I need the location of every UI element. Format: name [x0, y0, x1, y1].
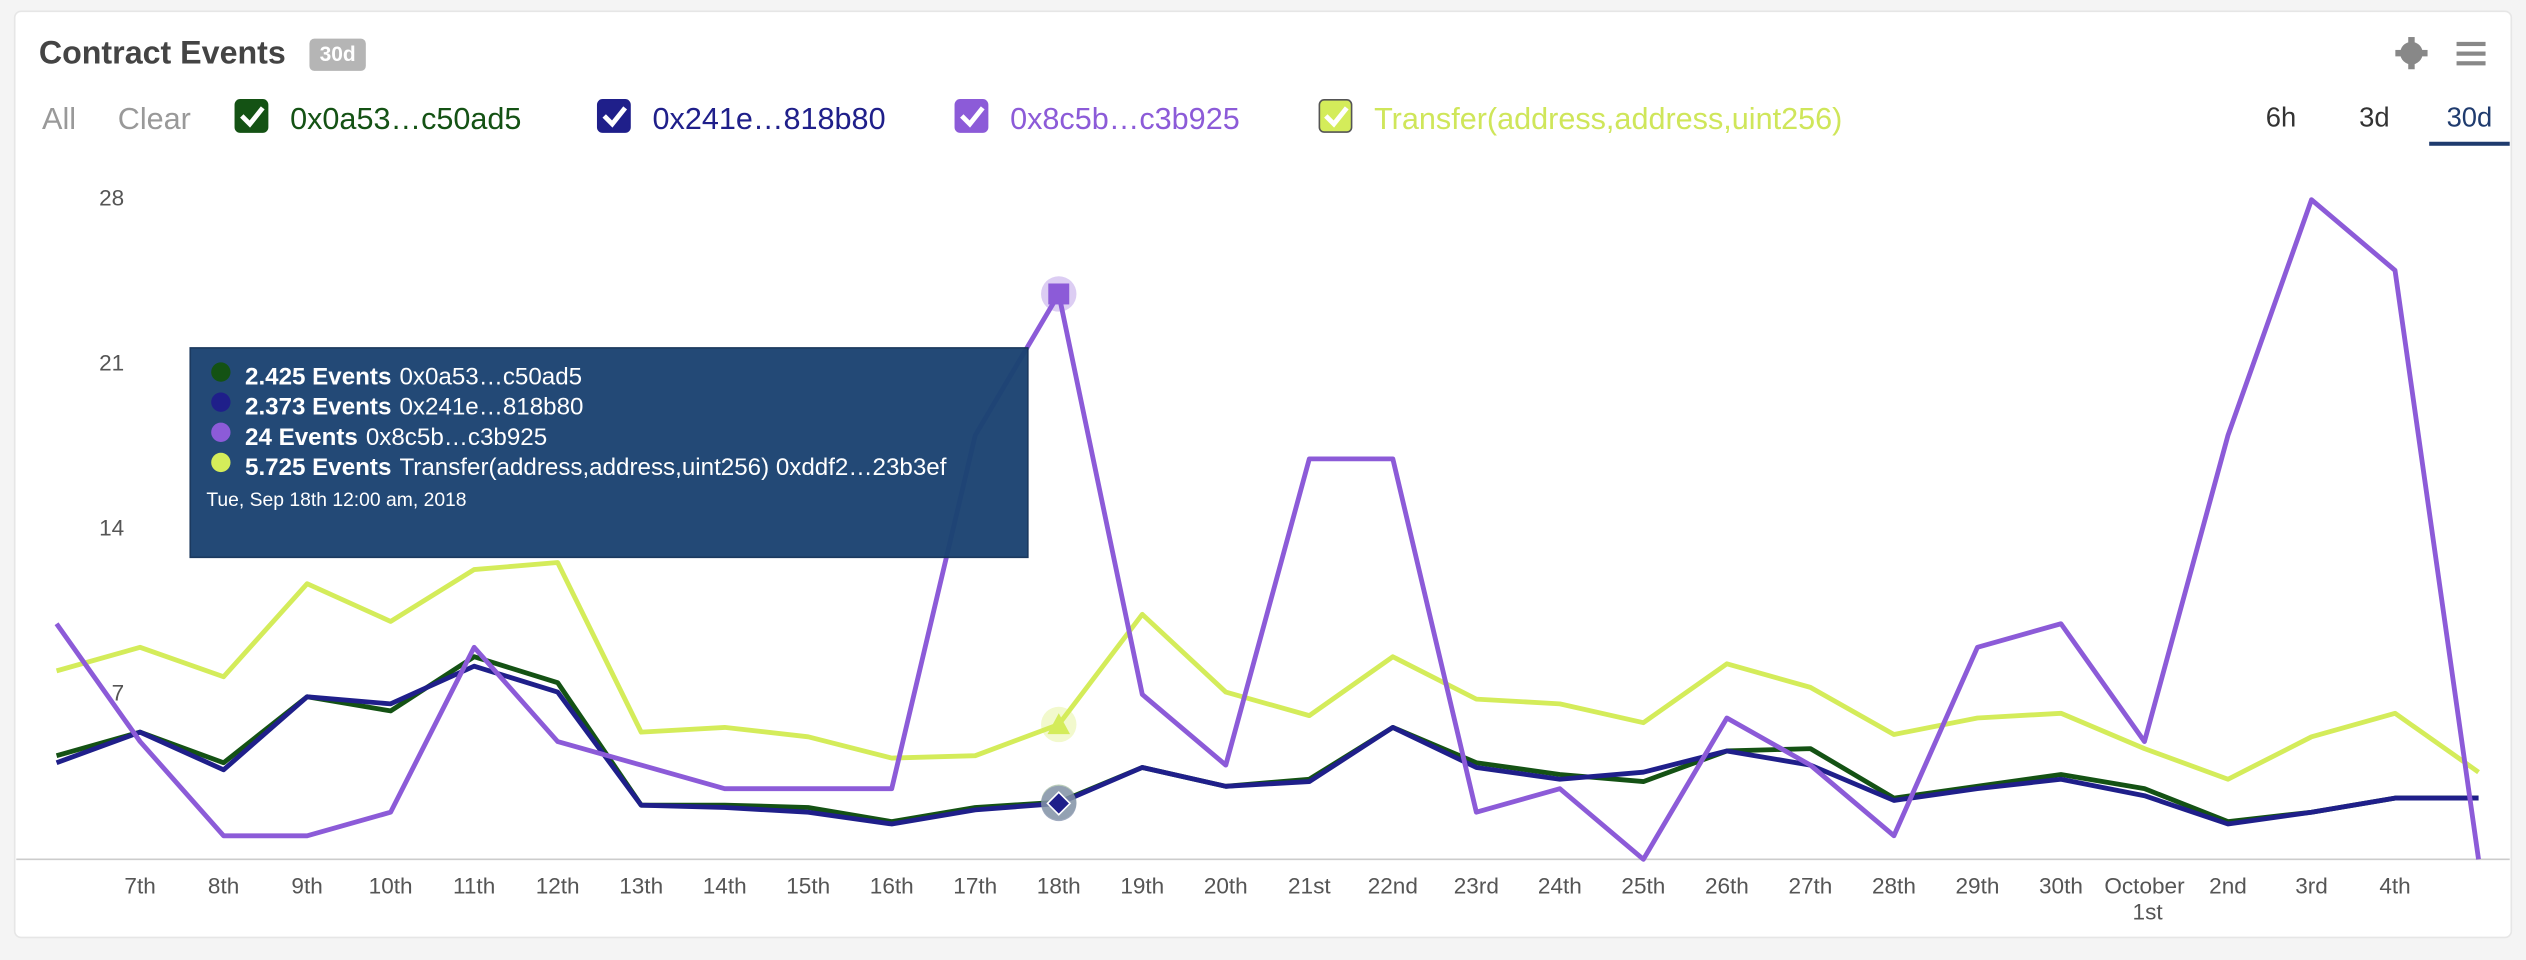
- badge: 30d: [320, 43, 356, 66]
- series-line: [55, 560, 2480, 782]
- legend-label[interactable]: 0x241e…818b80: [653, 102, 886, 136]
- x-tick-label: 20th: [1204, 873, 1248, 898]
- tooltip-date: Tue, Sep 18th 12:00 am, 2018: [206, 490, 466, 511]
- legend-label[interactable]: Transfer(address,address,uint256): [1374, 102, 1842, 136]
- x-tick-label: 3rd: [2295, 873, 2328, 898]
- x-tick-label: 9th: [291, 873, 322, 898]
- x-tick-label: 29th: [1955, 873, 1999, 898]
- tooltip-bullet: [211, 422, 231, 442]
- x-tick-label: 18th: [1037, 873, 1081, 898]
- x-tick-label: 2nd: [2209, 873, 2247, 898]
- tooltip-bullet: [211, 392, 231, 412]
- tooltip-bullet: [211, 452, 231, 473]
- x-tick-label: 28th: [1872, 873, 1916, 898]
- legend-item[interactable]: 0x8c5b…c3b925: [954, 99, 1240, 136]
- legend-checkbox[interactable]: [954, 99, 989, 133]
- tooltip-value: 2.373 Events: [245, 394, 391, 421]
- marker: [1047, 713, 1071, 735]
- tooltip-line: 24 Events 0x8c5b…c3b925: [245, 424, 547, 451]
- tooltip-bg: [189, 347, 1029, 559]
- tooltip-name: 0x8c5b…c3b925: [366, 424, 547, 451]
- legend-label[interactable]: 0x0a53…c50ad5: [290, 102, 521, 136]
- settings-icon[interactable]: [2395, 37, 2428, 70]
- card: [13, 10, 2513, 939]
- tooltip-value: 2.425 Events: [245, 364, 391, 391]
- legend-item[interactable]: Transfer(address,address,uint256): [1318, 99, 1842, 136]
- range-button[interactable]: 30d: [2447, 101, 2493, 132]
- range-underline: [2429, 141, 2510, 146]
- select-all[interactable]: All: [42, 102, 76, 136]
- x-tick-label: 27th: [1788, 873, 1832, 898]
- range-button[interactable]: 6h: [2266, 101, 2296, 132]
- tooltip-line: 2.425 Events 0x0a53…c50ad5: [245, 364, 582, 391]
- menu-bar: [2456, 61, 2486, 66]
- y-tick-label: 7: [112, 680, 125, 705]
- tooltip-line: 5.725 Events Transfer(address,address,uin…: [245, 454, 947, 481]
- x-tick-label: 12th: [536, 873, 580, 898]
- marker: [1046, 791, 1072, 816]
- tooltip-line: 2.373 Events 0x241e…818b80: [245, 394, 583, 421]
- x-tick-label: 25th: [1621, 873, 1665, 898]
- x-tick-label: 13th: [619, 873, 663, 898]
- x-tick-label: 14th: [703, 873, 747, 898]
- check: [960, 106, 985, 128]
- x-tick-label: 10th: [369, 873, 413, 898]
- tooltip-name: 0x241e…818b80: [399, 394, 583, 421]
- gear-tooth: [2395, 49, 2428, 57]
- legend-checkbox[interactable]: [1318, 99, 1353, 133]
- clear[interactable]: Clear: [118, 102, 191, 136]
- x-tick-label: 23rd: [1454, 873, 1499, 898]
- legend-checkbox[interactable]: [234, 99, 269, 133]
- menu-icon[interactable]: [2456, 41, 2486, 66]
- check: [602, 106, 628, 128]
- y-tick-label: 21: [99, 351, 124, 376]
- x-tick-label: 19th: [1120, 873, 1164, 898]
- x-tick-label: 22nd: [1368, 873, 1418, 898]
- tooltip-bullet: [211, 362, 231, 382]
- check: [1324, 106, 1349, 128]
- marker: [1048, 283, 1070, 305]
- x-tick-label: 8th: [208, 873, 239, 898]
- legend-checkbox[interactable]: [596, 99, 631, 133]
- check: [240, 106, 265, 128]
- tooltip: 2.425 Events 0x0a53…c50ad5 2.373 Events 0x2…: [189, 347, 1029, 559]
- title: Contract Events: [39, 34, 286, 70]
- x-tick-label: 21st: [1288, 873, 1331, 898]
- x-tick-label: 24th: [1538, 873, 1582, 898]
- tooltip-name: 0x0a53…c50ad5: [399, 364, 582, 391]
- x-tick-label: 16th: [870, 873, 914, 898]
- x-tick-label: 26th: [1705, 873, 1749, 898]
- x-tick-label: 4th: [2379, 873, 2410, 898]
- x-tick-label: 15th: [786, 873, 830, 898]
- menu-bar: [2456, 51, 2486, 56]
- menu-bar: [2456, 41, 2486, 47]
- x-tick-label: 7th: [124, 873, 155, 898]
- x-tick-label: October 1st: [2104, 873, 2185, 924]
- plot: 7 14 21 28 7th 8th 9th 10th 11th 12th 13th 14th 15th…: [54, 186, 2481, 924]
- legend-label[interactable]: 0x8c5b…c3b925: [1010, 102, 1240, 136]
- series-line: [54, 197, 2481, 862]
- x-tick-label: 30th: [2039, 873, 2083, 898]
- y-tick-label: 14: [99, 515, 124, 540]
- x-tick-label: 17th: [953, 873, 997, 898]
- tooltip-value: 24 Events: [245, 424, 358, 451]
- legend-item[interactable]: 0x241e…818b80: [596, 99, 886, 136]
- range-button[interactable]: 3d: [2359, 101, 2389, 132]
- tooltip-name: Transfer(address,address,uint256) 0xddf2…: [399, 454, 946, 481]
- tooltip-value: 5.725 Events: [245, 454, 391, 481]
- badge-bg: [309, 38, 366, 71]
- legend-item[interactable]: 0x0a53…c50ad5: [234, 99, 521, 136]
- x-tick-label: 11th: [453, 873, 495, 898]
- y-tick-label: 28: [99, 186, 124, 211]
